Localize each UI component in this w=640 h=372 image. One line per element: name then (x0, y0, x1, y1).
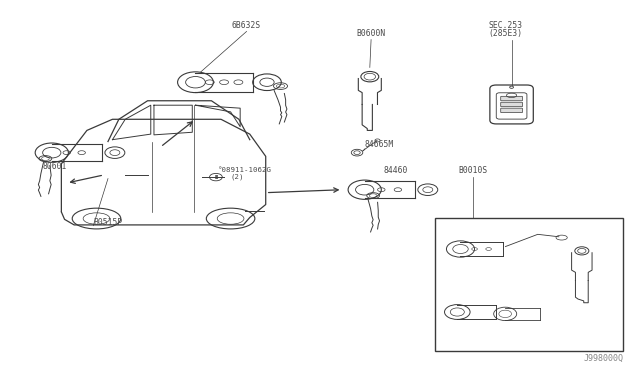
Bar (435, 218, 623, 351)
Text: 84665M: 84665M (365, 140, 394, 149)
Text: (285E3): (285E3) (488, 29, 522, 38)
FancyBboxPatch shape (500, 108, 522, 113)
FancyBboxPatch shape (500, 96, 522, 101)
Text: 6B632S: 6B632S (232, 20, 261, 30)
FancyBboxPatch shape (500, 102, 522, 107)
Text: J998000Q: J998000Q (583, 354, 623, 363)
Text: B0010S: B0010S (459, 166, 488, 175)
Text: B: B (214, 174, 218, 180)
Text: B0515P: B0515P (93, 218, 122, 227)
Text: SEC.253: SEC.253 (488, 21, 522, 31)
Text: B0600N: B0600N (356, 29, 386, 38)
Text: (2): (2) (230, 174, 244, 180)
Text: 84460: 84460 (384, 166, 408, 175)
Text: °08911-1062G: °08911-1062G (218, 167, 272, 173)
Text: 80601: 80601 (42, 162, 67, 171)
